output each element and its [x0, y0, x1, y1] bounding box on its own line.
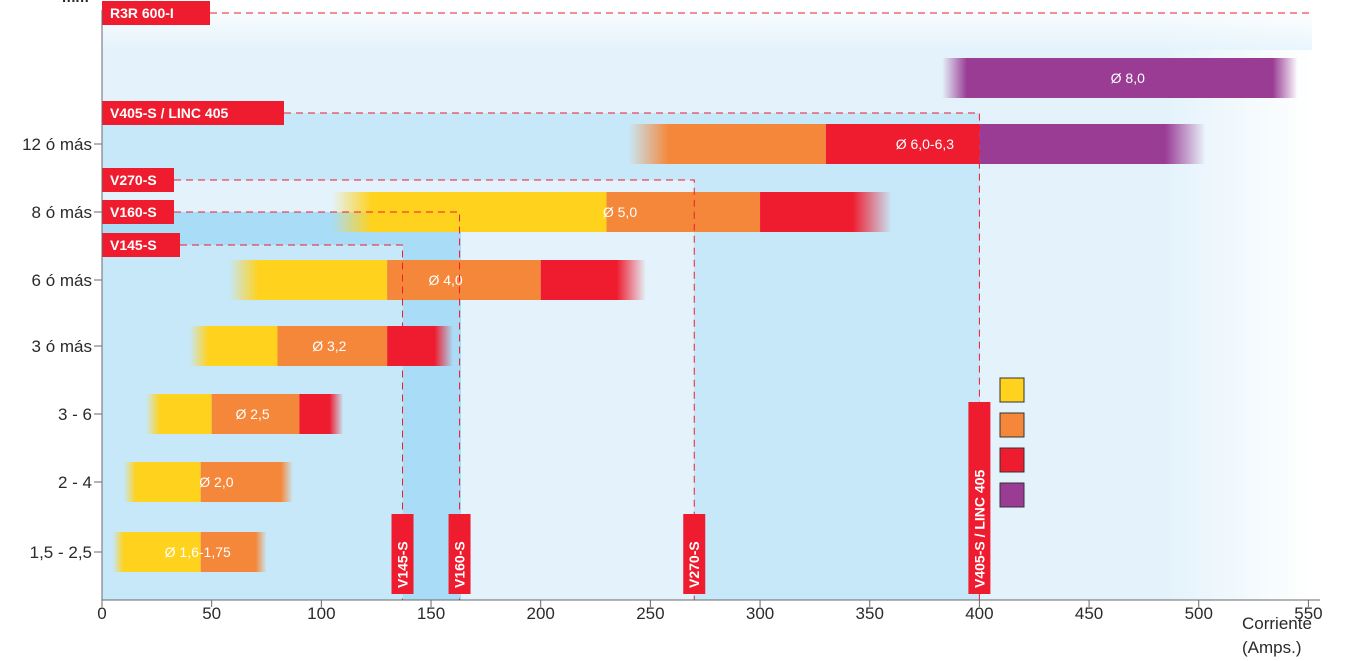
band-label: Ø 5,0	[603, 204, 637, 220]
machine-tag-bg	[102, 168, 174, 192]
band-segment	[540, 260, 646, 300]
band-segment	[332, 192, 607, 232]
band-label: Ø 2,0	[199, 474, 233, 490]
machine-vertical-label-bg	[968, 402, 991, 594]
x-axis-title-line1: Corriente	[1242, 614, 1312, 633]
electrode-bands: Ø 1,6-1,75 Ø 2,0 Ø 2,5 Ø 3,2 Ø 4,0 Ø 5,0 Ø 6,0…	[112, 58, 1298, 572]
machine-tag-bg	[102, 101, 284, 125]
y-tick-label: 12 ó más	[22, 135, 92, 154]
electrode-band	[332, 192, 892, 232]
y-tick-label: 3 ó más	[32, 337, 92, 356]
x-axis-title-line2: (Amps.)	[1242, 638, 1302, 657]
legend	[999, 377, 1025, 508]
x-tick-label: 50	[202, 604, 221, 623]
band-segment	[112, 532, 201, 572]
band-segment	[211, 394, 300, 434]
band-segment	[145, 394, 212, 434]
band-label: Ø 6,0-6,3	[896, 136, 955, 152]
band-segment	[200, 462, 293, 502]
x-tick-label: 0	[97, 604, 106, 623]
band-label: Ø 8,0	[1111, 70, 1145, 86]
x-axis: 0 50 100 150 200 250 300 350 400 450 500 550 Corrie…	[97, 599, 1323, 657]
legend-swatch	[999, 377, 1025, 403]
band-segment	[277, 326, 388, 366]
machine-v270-s: V270-S V270-S	[102, 168, 706, 600]
legend-swatch	[999, 412, 1025, 438]
legend-swatch	[999, 482, 1025, 508]
x-tick-label: 400	[965, 604, 993, 623]
electrode-band	[123, 462, 293, 502]
band-segment	[628, 124, 826, 164]
x-tick-label: 550	[1294, 604, 1322, 623]
machine-v145-s: V145-S V145-S	[102, 233, 414, 600]
x-tick-label: 250	[636, 604, 664, 623]
band-segment	[229, 260, 388, 300]
band-segment	[979, 124, 1206, 164]
machine-r3r: R3R 600-I	[102, 1, 1312, 25]
machine-v160-s: V160-S V160-S	[102, 200, 471, 600]
band-segment	[760, 192, 892, 232]
machine-limit-line	[174, 211, 461, 600]
machine-tag-bg	[102, 1, 210, 25]
machine-vertical-label: V145-S	[395, 541, 411, 588]
electrode-band	[628, 124, 1206, 164]
band-segment	[825, 124, 980, 164]
y-tick-label: 2 - 4	[58, 473, 92, 492]
band-segment	[123, 462, 201, 502]
band-segment	[942, 58, 1298, 98]
plot-background	[102, 10, 1312, 600]
electrode-band	[145, 394, 344, 434]
machine-vertical-label-bg	[391, 514, 414, 594]
machine-limit-line	[180, 244, 404, 600]
band-segment	[387, 326, 453, 366]
machine-vertical-label: V160-S	[452, 541, 468, 588]
y-tick-label: 1,5 - 2,5	[30, 543, 92, 562]
machine-v405-s: V405-S / LINC 405 V405-S / LINC 405	[102, 101, 991, 600]
electrode-band	[189, 326, 453, 366]
machine-tag-label: V145-S	[110, 237, 157, 253]
band-segment	[200, 532, 267, 572]
band-label: Ø 2,5	[235, 406, 269, 422]
machine-vertical-label-bg	[448, 514, 471, 594]
machine-tag-label: V160-S	[110, 204, 157, 220]
x-tick-label: 300	[746, 604, 774, 623]
x-tick-label: 500	[1185, 604, 1213, 623]
x-tick-label: 350	[856, 604, 884, 623]
band-label: Ø 3,2	[312, 338, 346, 354]
y-tick-label: 3 - 6	[58, 405, 92, 424]
electrode-band	[229, 260, 646, 300]
y-tick-label: 8 ó más	[32, 203, 92, 222]
machine-tag-label: V405-S / LINC 405	[110, 105, 228, 121]
x-tick-label: 150	[417, 604, 445, 623]
y-tick-label: 6 ó más	[32, 271, 92, 290]
machine-tag-label: R3R 600-I	[110, 5, 174, 21]
machine-limit-line	[174, 179, 695, 600]
band-segment	[387, 260, 541, 300]
y-axis-title: mm	[62, 0, 89, 6]
x-tick-label: 200	[527, 604, 555, 623]
x-tick-label: 450	[1075, 604, 1103, 623]
machine-vertical-label: V270-S	[686, 541, 702, 588]
machine-vertical-label: V405-S / LINC 405	[971, 470, 987, 588]
machine-vertical-label-bg	[683, 514, 706, 594]
machine-tag-bg	[102, 200, 174, 224]
band-segment	[606, 192, 761, 232]
machine-tag-label: V270-S	[110, 172, 157, 188]
band-segment	[189, 326, 278, 366]
machine-tag-bg	[102, 233, 180, 257]
band-segment	[299, 394, 344, 434]
electrode-band	[942, 58, 1298, 98]
electrode-band	[112, 532, 267, 572]
band-label: Ø 1,6-1,75	[165, 544, 231, 560]
legend-swatch	[999, 447, 1025, 473]
band-label: Ø 4,0	[428, 272, 462, 288]
x-tick-label: 100	[307, 604, 335, 623]
y-axis: mm 1,5 - 2,5 2 - 4 3 - 6 3 ó más 6 ó más 8 ó …	[22, 0, 103, 600]
